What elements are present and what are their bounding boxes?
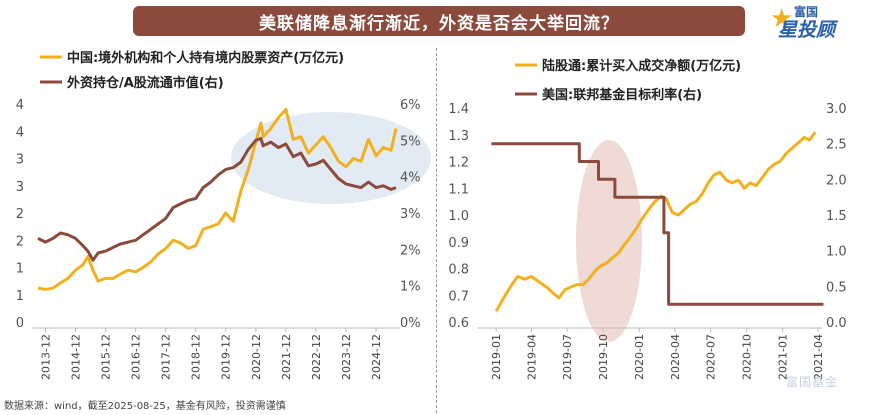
x-tick-label: 2017-12 (160, 334, 173, 380)
y-right-tick-label: 1.5 (826, 209, 847, 224)
y-left-tick-label: 3 (16, 180, 24, 195)
x-tick-label: 2019-10 (597, 334, 610, 380)
y-left-tick-label: 0 (16, 316, 24, 331)
x-tick-label: 2020-01 (633, 334, 646, 380)
x-tick-label: 2021-12 (280, 334, 293, 380)
y-left-tick-label: 2 (16, 234, 24, 249)
legend-label: 外资持仓/A股流通市值(右) (66, 75, 224, 91)
x-tick-label: 2013-12 (39, 334, 52, 380)
y-left-tick-label: 1 (16, 262, 24, 277)
y-right-tick-label: 0.0 (826, 316, 847, 331)
legend-label: 陆股通:累计买入成交净额(万亿元) (542, 58, 741, 74)
y-right-tick-label: 4% (400, 171, 421, 186)
legend-label: 中国:境外机构和个人持有境内股票资产(万亿元) (67, 50, 344, 66)
y-left-tick-label: 2 (16, 207, 24, 222)
y-left-tick-label: 1 (16, 289, 24, 304)
brand-logo: ★ 富国 星投顾 (770, 2, 864, 41)
x-tick-label: 2015-12 (100, 334, 113, 380)
chart-panel-2: 0.6 0.7 0.8 0.9 1.0 1.1 1.2 1.3 1.4 0.0 0.5 1.0 1.5 2… (448, 58, 846, 380)
y-left-tick-label: 1.3 (448, 129, 469, 144)
y-left-tick-label: 1.2 (448, 156, 469, 171)
watermark: 富国基金 (786, 375, 839, 389)
y-right-tick-label: 2.0 (826, 173, 847, 188)
y-right-tick-label: 1.0 (826, 245, 847, 260)
x-tick-label: 2021-04 (812, 334, 825, 380)
x-tick-label: 2018-12 (190, 334, 203, 380)
y-right-tick-label: 5% (400, 134, 421, 149)
source-note: 数据来源：wind，截至2025-08-25，基金有风险，投资需谨慎 (4, 401, 286, 412)
x-tick-label: 2023-12 (340, 334, 353, 380)
series-line-2 (491, 142, 824, 306)
x-tick-label: 2019-04 (525, 334, 538, 380)
logo-line1: 富国 (794, 5, 819, 19)
x-tick-label: 2016-12 (130, 334, 143, 380)
chart-panel-1: 0 1 1 2 2 3 3 4 4 0% 1% 2% 3% 4% 5% 6% 2013-12 2014-12 201… (16, 50, 431, 380)
x-tick-label: 2020-04 (669, 334, 682, 380)
y-left-tick-label: 0.7 (448, 289, 469, 304)
y-left-tick-label: 1.4 (448, 102, 469, 117)
y-left-tick-label: 0.6 (448, 316, 469, 331)
y-left-tick-label: 1.1 (448, 182, 469, 197)
x-tick-label: 2019-07 (561, 334, 574, 380)
y-right-tick-label: 6% (400, 98, 421, 113)
panel-divider (436, 48, 437, 413)
y-right-tick-label: 3.0 (826, 102, 847, 117)
x-tick-label: 2020-10 (741, 334, 754, 380)
y-right-tick-label: 1% (400, 280, 421, 295)
x-tick-label: 2014-12 (70, 334, 83, 380)
y-left-tick-label: 1.0 (448, 209, 469, 224)
x-tick-label: 2019-12 (220, 334, 233, 380)
y-left-tick-label: 0.8 (448, 263, 469, 278)
chart-title: 美联储降息渐行渐近，外资是否会大举回流？ (133, 6, 745, 36)
logo-line2: 星投顾 (778, 19, 836, 41)
y-right-tick-label: 0.5 (826, 280, 847, 295)
y-right-tick-label: 3% (400, 207, 421, 222)
legend-label: 美国:联邦基金目标利率(右) (542, 87, 702, 103)
series-line-2 (37, 137, 397, 262)
series-line-1 (494, 131, 817, 313)
x-tick-label: 2024-12 (370, 334, 383, 380)
series-line-1 (37, 108, 398, 291)
highlight-ellipse (231, 112, 431, 204)
x-tick-label: 2020-12 (250, 334, 263, 380)
y-left-tick-label: 4 (16, 125, 24, 140)
y-right-tick-label: 0% (400, 316, 421, 331)
y-right-tick-label: 2.5 (826, 138, 847, 153)
y-left-tick-label: 4 (16, 98, 24, 113)
y-right-tick-label: 2% (400, 243, 421, 258)
x-tick-label: 2020-07 (705, 334, 718, 380)
y-left-tick-label: 0.9 (448, 236, 469, 251)
star-icon: ★ (770, 4, 794, 34)
x-tick-label: 2022-12 (310, 334, 323, 380)
y-left-tick-label: 3 (16, 153, 24, 168)
x-tick-label: 2021-01 (777, 334, 790, 380)
x-tick-label: 2019-01 (490, 334, 503, 380)
highlight-ellipse (576, 140, 642, 342)
